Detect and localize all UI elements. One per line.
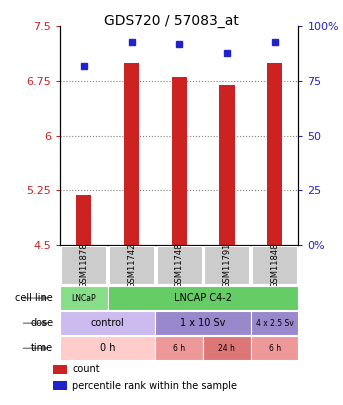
Text: control: control	[91, 318, 125, 328]
Text: GDS720 / 57083_at: GDS720 / 57083_at	[104, 14, 239, 28]
Text: 6 h: 6 h	[269, 344, 281, 353]
Bar	[76, 196, 92, 245]
Text: GSM11878: GSM11878	[79, 243, 88, 288]
Text: GSM11791: GSM11791	[222, 243, 232, 288]
Bar	[219, 85, 235, 245]
Text: 24 h: 24 h	[218, 344, 235, 353]
Text: time: time	[31, 343, 53, 353]
Bar	[204, 246, 249, 284]
Bar	[109, 246, 154, 284]
Bar	[251, 337, 298, 360]
Text: cell line: cell line	[15, 293, 53, 303]
Text: GSM11748: GSM11748	[175, 243, 184, 288]
Bar	[61, 246, 106, 284]
Bar	[172, 77, 187, 245]
Text: 0 h: 0 h	[100, 343, 116, 353]
Bar	[60, 311, 155, 335]
Bar	[155, 311, 251, 335]
Bar	[251, 311, 298, 335]
Text: LNCaP: LNCaP	[72, 294, 96, 303]
Bar	[124, 63, 139, 245]
Bar	[53, 381, 67, 390]
Bar	[108, 286, 298, 310]
Bar	[60, 286, 108, 310]
Text: dose: dose	[30, 318, 53, 328]
Text: 6 h: 6 h	[173, 344, 185, 353]
Text: 1 x 10 Sv: 1 x 10 Sv	[180, 318, 226, 328]
Bar	[53, 364, 67, 374]
Text: GSM11848: GSM11848	[270, 243, 279, 288]
Text: percentile rank within the sample: percentile rank within the sample	[72, 381, 237, 390]
Bar	[157, 246, 202, 284]
Text: count: count	[72, 364, 100, 374]
Bar	[203, 337, 251, 360]
Bar	[267, 63, 282, 245]
Bar	[252, 246, 297, 284]
Text: LNCAP C4-2: LNCAP C4-2	[174, 293, 232, 303]
Bar	[155, 337, 203, 360]
Text: GSM11742: GSM11742	[127, 243, 136, 288]
Text: 4 x 2.5 Sv: 4 x 2.5 Sv	[256, 319, 294, 328]
Bar	[60, 337, 155, 360]
